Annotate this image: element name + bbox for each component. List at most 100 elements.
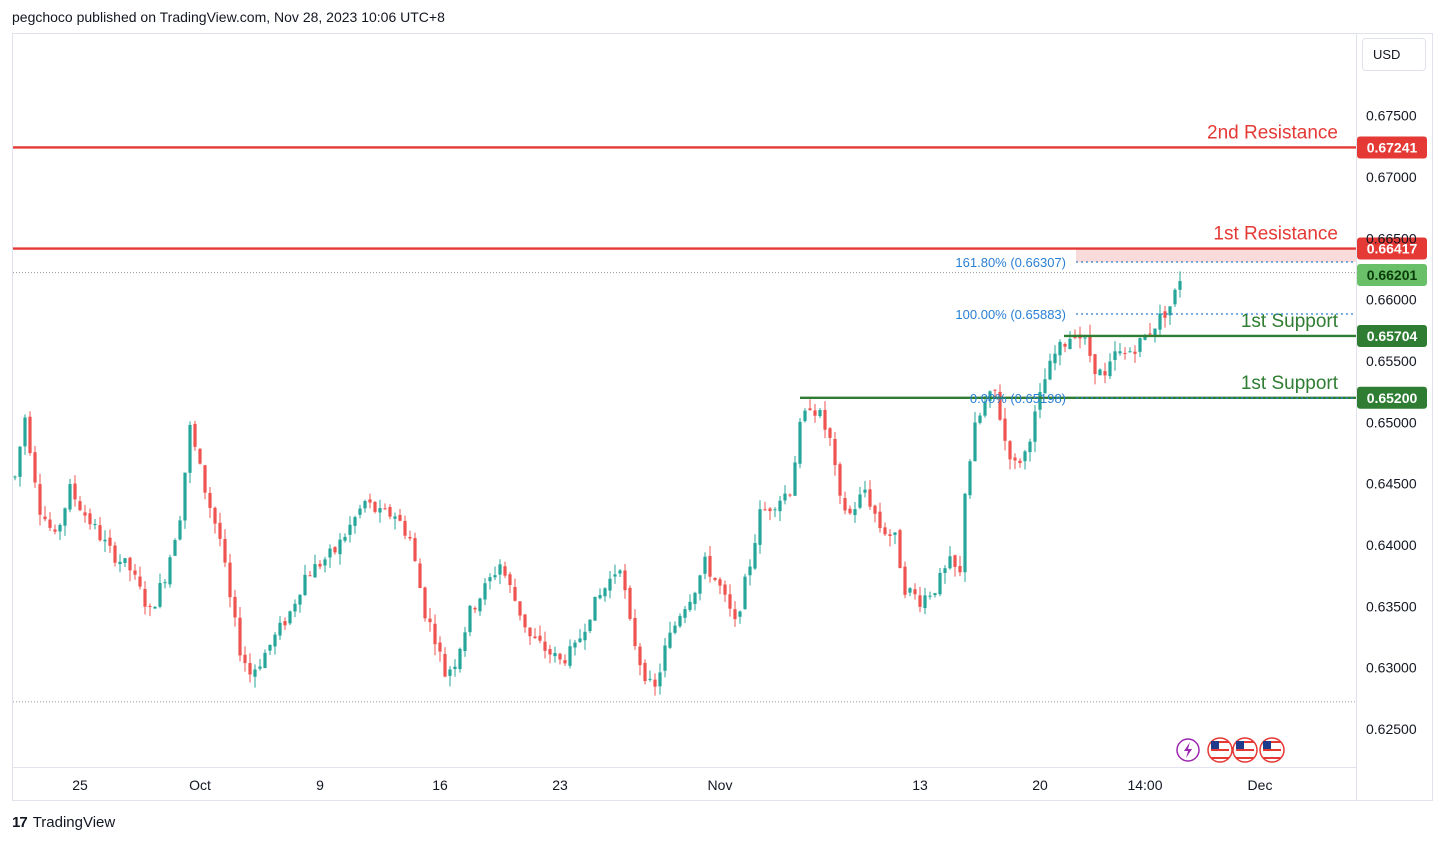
candle-body — [703, 556, 707, 574]
y-tick-label: 0.64500 — [1366, 476, 1417, 492]
y-tick-label: 0.67500 — [1366, 108, 1417, 124]
candle-body — [193, 423, 197, 447]
currency-button[interactable]: USD — [1362, 38, 1426, 71]
us-flag-stripe — [1211, 741, 1229, 743]
y-tick-label: 0.66000 — [1366, 292, 1417, 308]
candle-body — [138, 576, 142, 587]
candle-body — [498, 564, 502, 575]
candle-body — [1178, 281, 1182, 290]
candle-body — [803, 410, 807, 422]
x-tick-label: Nov — [708, 777, 733, 793]
candle-body — [103, 539, 107, 542]
candle-body — [133, 570, 137, 575]
resistance-zone — [1076, 248, 1356, 263]
candle-body — [553, 652, 557, 657]
x-tick-label: 20 — [1032, 777, 1048, 793]
candle-body — [513, 586, 517, 601]
candle-body — [1158, 313, 1162, 330]
candle-body — [218, 522, 222, 539]
candle-body — [248, 663, 252, 675]
candle-body — [808, 408, 812, 411]
candle-body — [913, 589, 917, 595]
candle-body — [558, 653, 562, 660]
candle-body — [393, 516, 397, 519]
candle-body — [778, 500, 782, 512]
candle-body — [933, 593, 937, 596]
resistance-label: 2nd Resistance — [1207, 122, 1338, 143]
candle-body — [418, 563, 422, 589]
candle-body — [483, 583, 487, 600]
us-flag-stripe — [1236, 757, 1254, 759]
candle-body — [63, 508, 67, 526]
candle-body — [173, 540, 177, 556]
candle-body — [978, 415, 982, 423]
candle-body — [613, 574, 617, 577]
candle-body — [353, 517, 357, 526]
candle-body — [923, 595, 927, 609]
candle-body — [693, 592, 697, 604]
candle-body — [568, 646, 572, 666]
candle-body — [178, 520, 182, 540]
candle-body — [273, 634, 277, 647]
candle-body — [1063, 344, 1067, 347]
candle-body — [268, 644, 272, 651]
candle-body — [318, 563, 322, 567]
us-flag-stripe — [1263, 745, 1281, 747]
candle-body — [413, 538, 417, 561]
candle-body — [518, 601, 522, 616]
x-tick-label: 23 — [552, 777, 568, 793]
chart-frame — [12, 33, 1433, 801]
candle-body — [358, 508, 362, 515]
candle-body — [1098, 369, 1102, 376]
us-flag-icon[interactable] — [1232, 737, 1258, 763]
candle-body — [453, 666, 457, 670]
candle-body — [643, 662, 647, 682]
candle-body — [18, 446, 22, 477]
candle-body — [628, 587, 632, 619]
candle-body — [1033, 411, 1037, 442]
candle-body — [153, 606, 157, 609]
candle-body — [408, 536, 412, 539]
candle-body — [143, 588, 147, 607]
candle-body — [633, 618, 637, 647]
candle-body — [438, 642, 442, 652]
support-price-tag-text: 0.65200 — [1367, 390, 1418, 406]
candle-body — [333, 547, 337, 553]
support-price-tag — [1357, 324, 1427, 347]
candle-body — [1028, 441, 1032, 453]
candle-body — [198, 448, 202, 464]
candle-body — [573, 642, 577, 648]
candle-body — [238, 617, 242, 656]
candle-body — [108, 537, 112, 546]
candle-body — [598, 595, 602, 599]
candle-body — [383, 508, 387, 510]
lightning-icon-bolt — [1184, 742, 1192, 758]
candle-body — [858, 494, 862, 508]
support-label: 1st Support — [1241, 311, 1339, 332]
lightning-icon[interactable] — [1176, 738, 1200, 762]
candle-body — [458, 648, 462, 670]
candle-body — [1163, 311, 1167, 318]
candle-body — [758, 509, 762, 545]
candle-body — [1103, 371, 1107, 376]
candle-body — [48, 519, 52, 528]
candle-body — [863, 489, 867, 493]
y-tick-label: 0.67000 — [1366, 169, 1417, 185]
candle-body — [953, 555, 957, 567]
us-flag-stripe — [1263, 753, 1281, 755]
x-tick-label: 13 — [912, 777, 928, 793]
candle-body — [793, 462, 797, 496]
us-flag-icon[interactable] — [1259, 737, 1285, 763]
candle-body — [1143, 335, 1147, 340]
candle-body — [728, 594, 732, 609]
x-tick-label: 9 — [316, 777, 324, 793]
tradingview-brand-label: TradingView — [32, 814, 116, 831]
candle-body — [718, 579, 722, 586]
candle-body — [713, 577, 717, 580]
candle-body — [1133, 351, 1137, 354]
us-flag-icon[interactable] — [1207, 737, 1233, 763]
x-tick-label: 16 — [432, 777, 448, 793]
us-flag-stripe — [1236, 741, 1254, 743]
tradingview-logo[interactable]: 17 TradingView — [12, 814, 115, 831]
